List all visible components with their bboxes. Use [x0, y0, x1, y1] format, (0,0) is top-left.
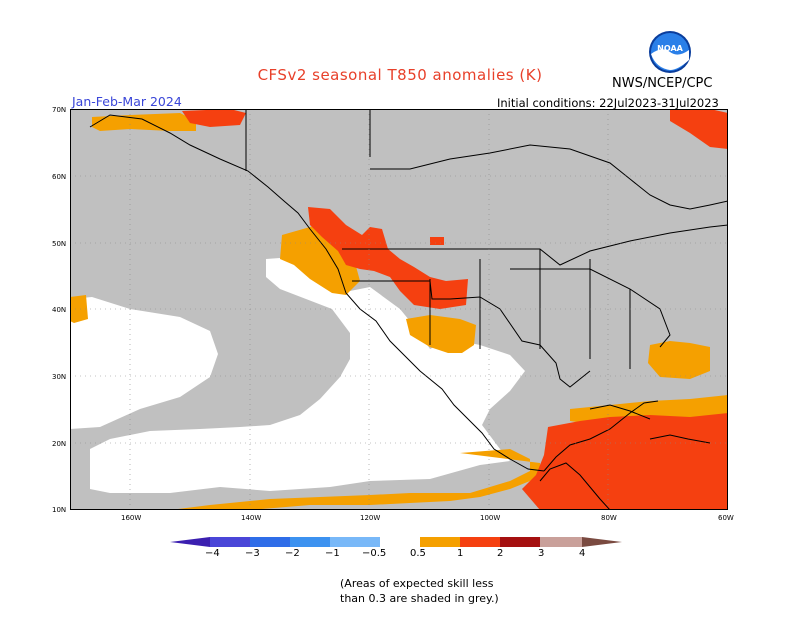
colorbar-label: 3 [538, 548, 545, 559]
lon-label: 160W [121, 514, 142, 522]
lon-label: 120W [360, 514, 381, 522]
lat-label: 10N [52, 506, 67, 514]
lon-label: 80W [601, 514, 617, 522]
colorbar-label: −2 [285, 548, 300, 559]
skill-footnote: (Areas of expected skill less than 0.3 a… [340, 576, 540, 606]
lon-label: 140W [241, 514, 262, 522]
lat-label: 70N [52, 106, 67, 114]
colorbar-label: −3 [245, 548, 260, 559]
noaa-wave-icon [651, 49, 689, 70]
lat-label: 40N [52, 306, 67, 314]
noaa-logo: NOAA [649, 31, 691, 73]
colorbar-arrow-low [170, 537, 210, 547]
colorbar-label: 1 [457, 548, 464, 559]
map-title: CFSv2 seasonal T850 anomalies (K) [257, 66, 543, 84]
map-frame [70, 109, 728, 510]
colorbar-arrow-high [582, 537, 622, 547]
colorbar-label: −4 [205, 548, 220, 559]
graticule [70, 109, 728, 510]
lon-label: 60W [718, 514, 734, 522]
colorbar-label: −1 [325, 548, 340, 559]
forecast-period: Jan-Feb-Mar 2024 [72, 94, 182, 109]
lat-label: 50N [52, 240, 67, 248]
lat-label: 60N [52, 173, 67, 181]
anomaly-map [70, 109, 728, 510]
color-bar [170, 537, 622, 547]
colorbar-label: 4 [579, 548, 586, 559]
colorbar-label: −0.5 [362, 548, 387, 559]
coastline-borders [89, 109, 728, 510]
lat-label: 20N [52, 440, 67, 448]
colorbar-label: 0.5 [410, 548, 426, 559]
red-regions [182, 109, 728, 510]
noaa-logo-text: NOAA [657, 44, 683, 53]
footnote-line: (Areas of expected skill less [340, 577, 494, 590]
footnote-line: than 0.3 are shaded in grey.) [340, 592, 499, 605]
initial-conditions: Initial conditions: 22Jul2023-31Jul2023 [497, 96, 719, 110]
lat-label: 30N [52, 373, 67, 381]
agency-label: NWS/NCEP/CPC [612, 76, 713, 91]
white-regions [70, 257, 525, 493]
colorbar-label: 2 [497, 548, 504, 559]
lon-label: 100W [480, 514, 501, 522]
